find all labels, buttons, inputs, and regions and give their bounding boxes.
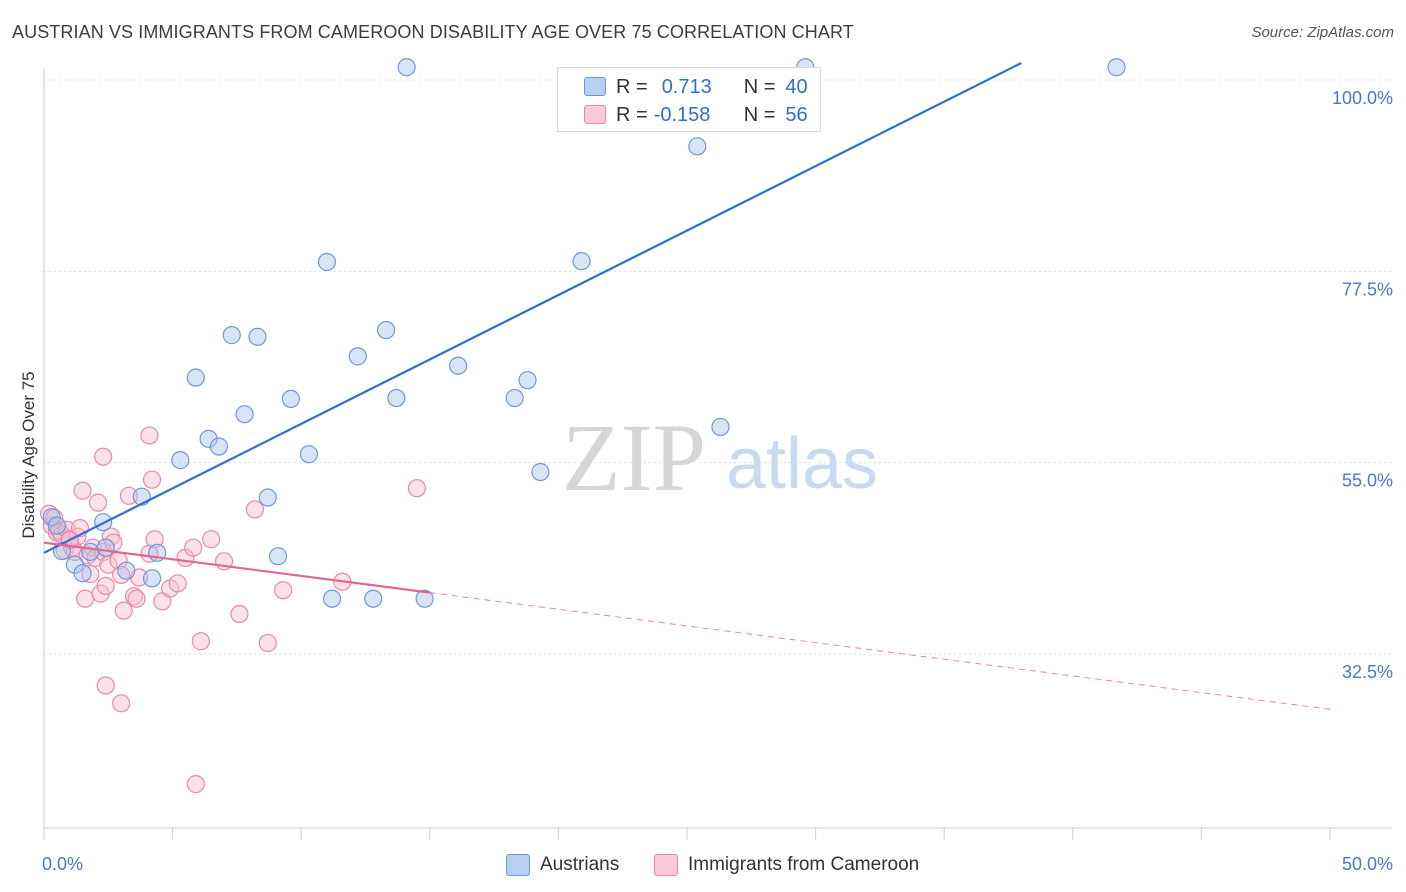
watermark-atlas: atlas bbox=[726, 424, 878, 504]
austrians-point bbox=[117, 561, 136, 580]
austrians-point bbox=[415, 589, 434, 608]
austrians-point bbox=[199, 429, 218, 448]
legend-n-label: N = bbox=[743, 103, 776, 126]
x-tick-label-max: 50.0% bbox=[1342, 854, 1393, 874]
austrians-point bbox=[531, 462, 550, 482]
austrians-point bbox=[322, 589, 342, 608]
austrians-point bbox=[1107, 58, 1126, 77]
austrians-point bbox=[73, 564, 92, 583]
cameroon-trend-line bbox=[43, 541, 430, 594]
austrians-point bbox=[505, 388, 524, 408]
legend-n-value: 56 bbox=[785, 103, 808, 126]
bottom-legend-swatch-austrians bbox=[506, 854, 530, 876]
austrians-point bbox=[376, 320, 396, 340]
cameroon-point bbox=[73, 481, 92, 500]
austrians-point bbox=[348, 347, 367, 366]
cameroon-point bbox=[142, 470, 162, 489]
chart-title: AUSTRIAN VS IMMIGRANTS FROM CAMEROON DIS… bbox=[12, 22, 854, 42]
x-tick-label-min: 0.0% bbox=[42, 854, 83, 874]
bottom-legend-cameroon: Immigrants from Cameroon bbox=[654, 852, 919, 878]
austrians-point bbox=[281, 389, 301, 408]
cameroon-point bbox=[230, 604, 249, 624]
cameroon-point bbox=[96, 676, 115, 695]
austrians-point bbox=[688, 137, 707, 156]
cameroon-point bbox=[127, 589, 146, 608]
y-tick-label: 55.0% bbox=[1342, 471, 1393, 491]
legend-swatch-austrians bbox=[584, 77, 606, 96]
cameroon-point bbox=[407, 479, 427, 498]
watermark-zip: ZIP bbox=[562, 404, 706, 511]
cameroon-point bbox=[124, 587, 144, 606]
austrians-point bbox=[235, 405, 254, 424]
cameroon-point bbox=[114, 601, 133, 620]
austrians-point bbox=[258, 488, 277, 507]
cameroon-trend-extension bbox=[429, 592, 1331, 710]
legend-n-label: N = bbox=[743, 75, 776, 98]
cameroon-points bbox=[40, 426, 427, 794]
cameroon-point bbox=[76, 589, 95, 608]
cameroon-point bbox=[94, 447, 113, 466]
bottom-legend-label-austrians: Austrians bbox=[540, 854, 620, 875]
stats-legend: R = 0.713 N = 40 R = -0.158 N = 56 bbox=[557, 67, 821, 132]
y-tick-label: 77.5% bbox=[1342, 279, 1393, 299]
austrians-point bbox=[448, 356, 468, 375]
austrians-point bbox=[711, 417, 730, 437]
bottom-legend-swatch-cameroon bbox=[654, 854, 678, 876]
cameroon-point bbox=[184, 538, 203, 557]
cameroon-point bbox=[258, 633, 277, 653]
legend-row-austrians: R = 0.713 N = 40 bbox=[616, 73, 808, 101]
y-tick-label: 100.0% bbox=[1332, 88, 1393, 108]
cameroon-point bbox=[88, 493, 108, 512]
cameroon-point bbox=[168, 574, 187, 593]
legend-r-value: 0.713 bbox=[661, 75, 712, 98]
cameroon-point bbox=[112, 694, 131, 713]
austrians-point bbox=[42, 507, 61, 527]
austrians-point bbox=[364, 589, 383, 608]
austrians-point bbox=[186, 368, 205, 387]
legend-n-value: 40 bbox=[785, 75, 808, 98]
bottom-legend-label-cameroon: Immigrants from Cameroon bbox=[688, 854, 920, 875]
trend-lines bbox=[43, 62, 1331, 710]
austrians-points bbox=[42, 58, 1126, 608]
cameroon-point bbox=[274, 581, 293, 600]
austrians-point bbox=[81, 542, 100, 562]
austrians-point bbox=[268, 547, 288, 566]
austrians-point bbox=[397, 58, 416, 77]
y-tick-label: 32.5% bbox=[1342, 662, 1393, 682]
cameroon-point bbox=[202, 530, 221, 549]
tick-labels: 100.0% 77.5% 55.0% 32.5% 0.0% 50.0% bbox=[42, 88, 1393, 874]
austrians-point bbox=[142, 569, 162, 588]
austrians-point bbox=[317, 252, 337, 272]
source-label: Source: ZipAtlas.com bbox=[1251, 24, 1394, 41]
bottom-legend-austrians: Austrians bbox=[506, 852, 619, 878]
legend-swatch-cameroon bbox=[584, 105, 606, 124]
legend-r-label: R = bbox=[616, 103, 648, 126]
cameroon-point bbox=[81, 564, 100, 584]
y-axis-label: Disability Age Over 75 bbox=[19, 371, 38, 538]
austrians-point bbox=[572, 252, 591, 271]
austrians-point bbox=[387, 388, 406, 408]
austrians-point bbox=[47, 516, 66, 535]
austrians-trend-line bbox=[43, 62, 1022, 554]
cameroon-point bbox=[145, 530, 164, 549]
austrians-point bbox=[248, 327, 267, 346]
cameroon-point bbox=[186, 775, 205, 794]
axes bbox=[43, 68, 1392, 840]
austrians-point bbox=[518, 371, 537, 390]
cameroon-point bbox=[96, 576, 115, 596]
legend-row-cameroon: R = -0.158 N = 56 bbox=[616, 101, 808, 129]
austrians-point bbox=[299, 445, 319, 464]
cameroon-point bbox=[119, 486, 138, 505]
austrians-point bbox=[222, 326, 241, 345]
legend-r-label: R = bbox=[616, 75, 648, 98]
cameroon-point bbox=[140, 426, 159, 445]
cameroon-point bbox=[191, 632, 210, 651]
austrians-point bbox=[209, 437, 228, 456]
austrians-point bbox=[96, 538, 115, 557]
austrians-point bbox=[171, 451, 190, 470]
legend-r-value: -0.158 bbox=[653, 103, 711, 126]
cameroon-point bbox=[245, 500, 265, 519]
